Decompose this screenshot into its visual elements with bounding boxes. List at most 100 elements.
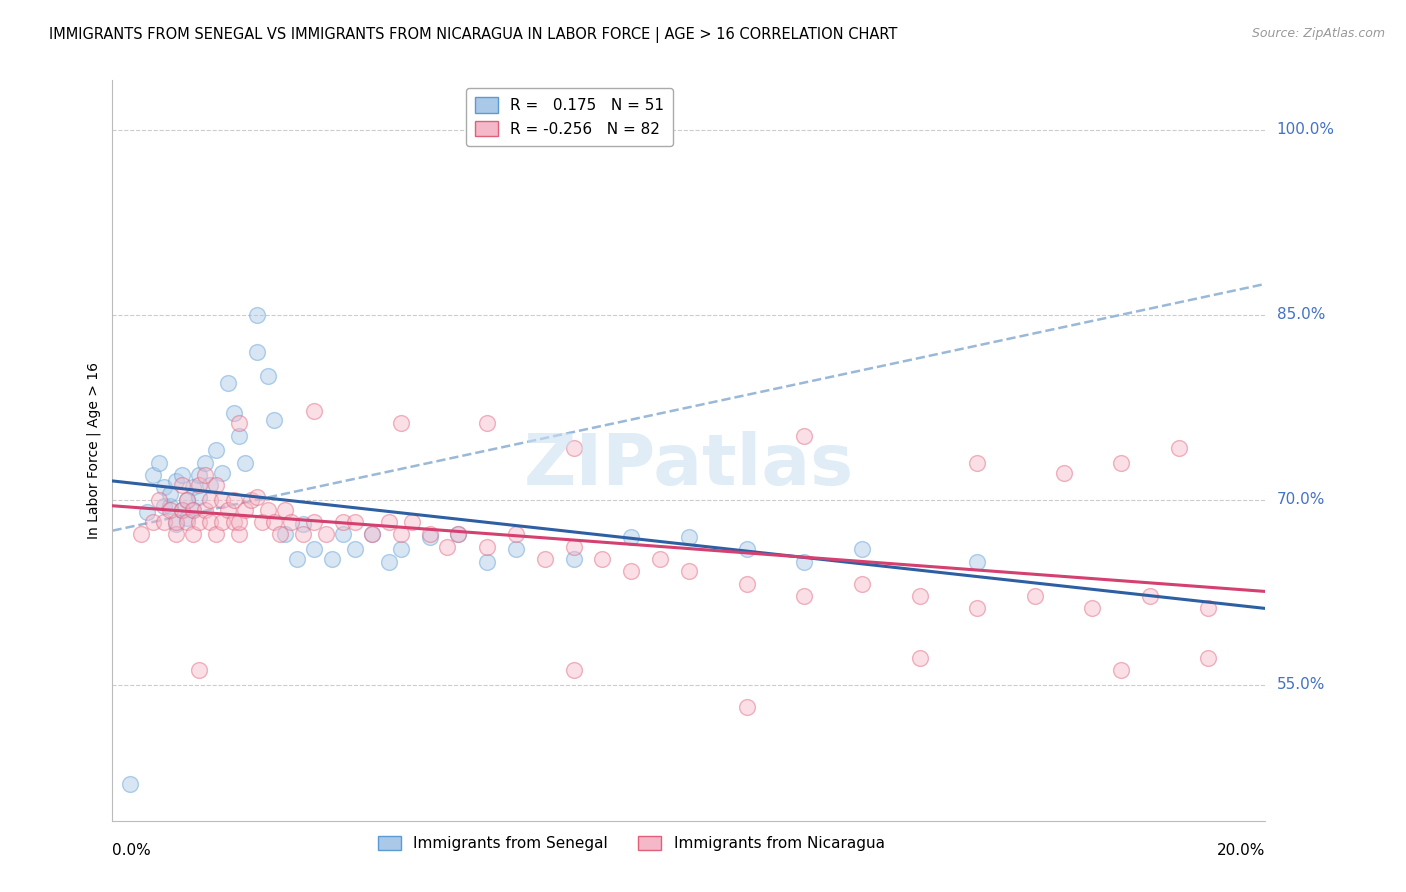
Point — [475, 417, 499, 431]
Point — [246, 491, 269, 505]
Point — [269, 527, 291, 541]
Point — [378, 515, 401, 529]
Point — [211, 466, 233, 480]
Point — [419, 530, 441, 544]
Point — [505, 542, 527, 557]
Point — [159, 486, 181, 500]
Point — [291, 517, 314, 532]
Point — [447, 527, 470, 541]
Point — [304, 404, 326, 418]
Point — [436, 540, 458, 554]
Point — [562, 663, 585, 677]
Point — [343, 515, 366, 529]
Text: 0.0%: 0.0% — [112, 843, 152, 858]
Point — [200, 515, 222, 529]
Point — [620, 530, 643, 544]
Point — [176, 492, 198, 507]
Point — [239, 492, 262, 507]
Point — [1053, 466, 1076, 480]
Point — [360, 527, 382, 541]
Point — [181, 481, 204, 495]
Point — [285, 552, 308, 566]
Point — [165, 475, 187, 489]
Point — [321, 552, 343, 566]
Point — [170, 478, 193, 492]
Point — [205, 478, 228, 492]
Point — [475, 540, 499, 554]
Point — [188, 478, 211, 492]
Point — [389, 527, 412, 541]
Point — [475, 555, 499, 569]
Point — [1111, 663, 1133, 677]
Point — [678, 565, 700, 579]
Point — [205, 443, 228, 458]
Point — [159, 499, 181, 513]
Point — [389, 542, 412, 557]
Point — [233, 456, 256, 470]
Point — [252, 515, 274, 529]
Legend: Immigrants from Senegal, Immigrants from Nicaragua: Immigrants from Senegal, Immigrants from… — [373, 830, 890, 857]
Point — [129, 527, 153, 541]
Point — [217, 376, 239, 390]
Point — [735, 700, 758, 714]
Point — [153, 515, 176, 529]
Point — [908, 589, 931, 603]
Y-axis label: In Labor Force | Age > 16: In Labor Force | Age > 16 — [87, 362, 101, 539]
Point — [200, 478, 222, 492]
Point — [419, 527, 441, 541]
Text: ZIPatlas: ZIPatlas — [524, 431, 853, 500]
Point — [165, 527, 187, 541]
Point — [620, 565, 643, 579]
Point — [562, 540, 585, 554]
Point — [165, 515, 187, 529]
Point — [447, 527, 470, 541]
Point — [176, 515, 198, 529]
Point — [148, 492, 170, 507]
Point — [562, 552, 585, 566]
Point — [170, 502, 193, 516]
Point — [246, 344, 269, 359]
Point — [228, 515, 250, 529]
Point — [735, 542, 758, 557]
Point — [735, 576, 758, 591]
Point — [176, 511, 198, 525]
Point — [181, 502, 204, 516]
Point — [332, 527, 354, 541]
Point — [228, 428, 250, 442]
Point — [315, 527, 337, 541]
Point — [793, 555, 815, 569]
Point — [1139, 589, 1161, 603]
Point — [263, 515, 285, 529]
Point — [1081, 601, 1104, 615]
Point — [534, 552, 557, 566]
Point — [176, 492, 198, 507]
Point — [389, 417, 412, 431]
Point — [159, 502, 181, 516]
Point — [170, 468, 193, 483]
Point — [136, 505, 159, 519]
Text: 100.0%: 100.0% — [1277, 122, 1334, 137]
Point — [222, 515, 245, 529]
Point — [562, 441, 585, 455]
Point — [678, 530, 700, 544]
Point — [332, 515, 354, 529]
Point — [343, 542, 366, 557]
Point — [153, 481, 176, 495]
Point — [222, 492, 245, 507]
Point — [118, 777, 141, 791]
Point — [291, 527, 314, 541]
Point — [1024, 589, 1046, 603]
Point — [170, 502, 193, 516]
Point — [908, 650, 931, 665]
Point — [181, 527, 204, 541]
Point — [165, 517, 187, 532]
Point — [592, 552, 614, 566]
Point — [505, 527, 527, 541]
Point — [200, 492, 222, 507]
Text: 85.0%: 85.0% — [1277, 307, 1324, 322]
Point — [378, 555, 401, 569]
Point — [211, 492, 233, 507]
Point — [304, 542, 326, 557]
Point — [1167, 441, 1189, 455]
Point — [194, 468, 217, 483]
